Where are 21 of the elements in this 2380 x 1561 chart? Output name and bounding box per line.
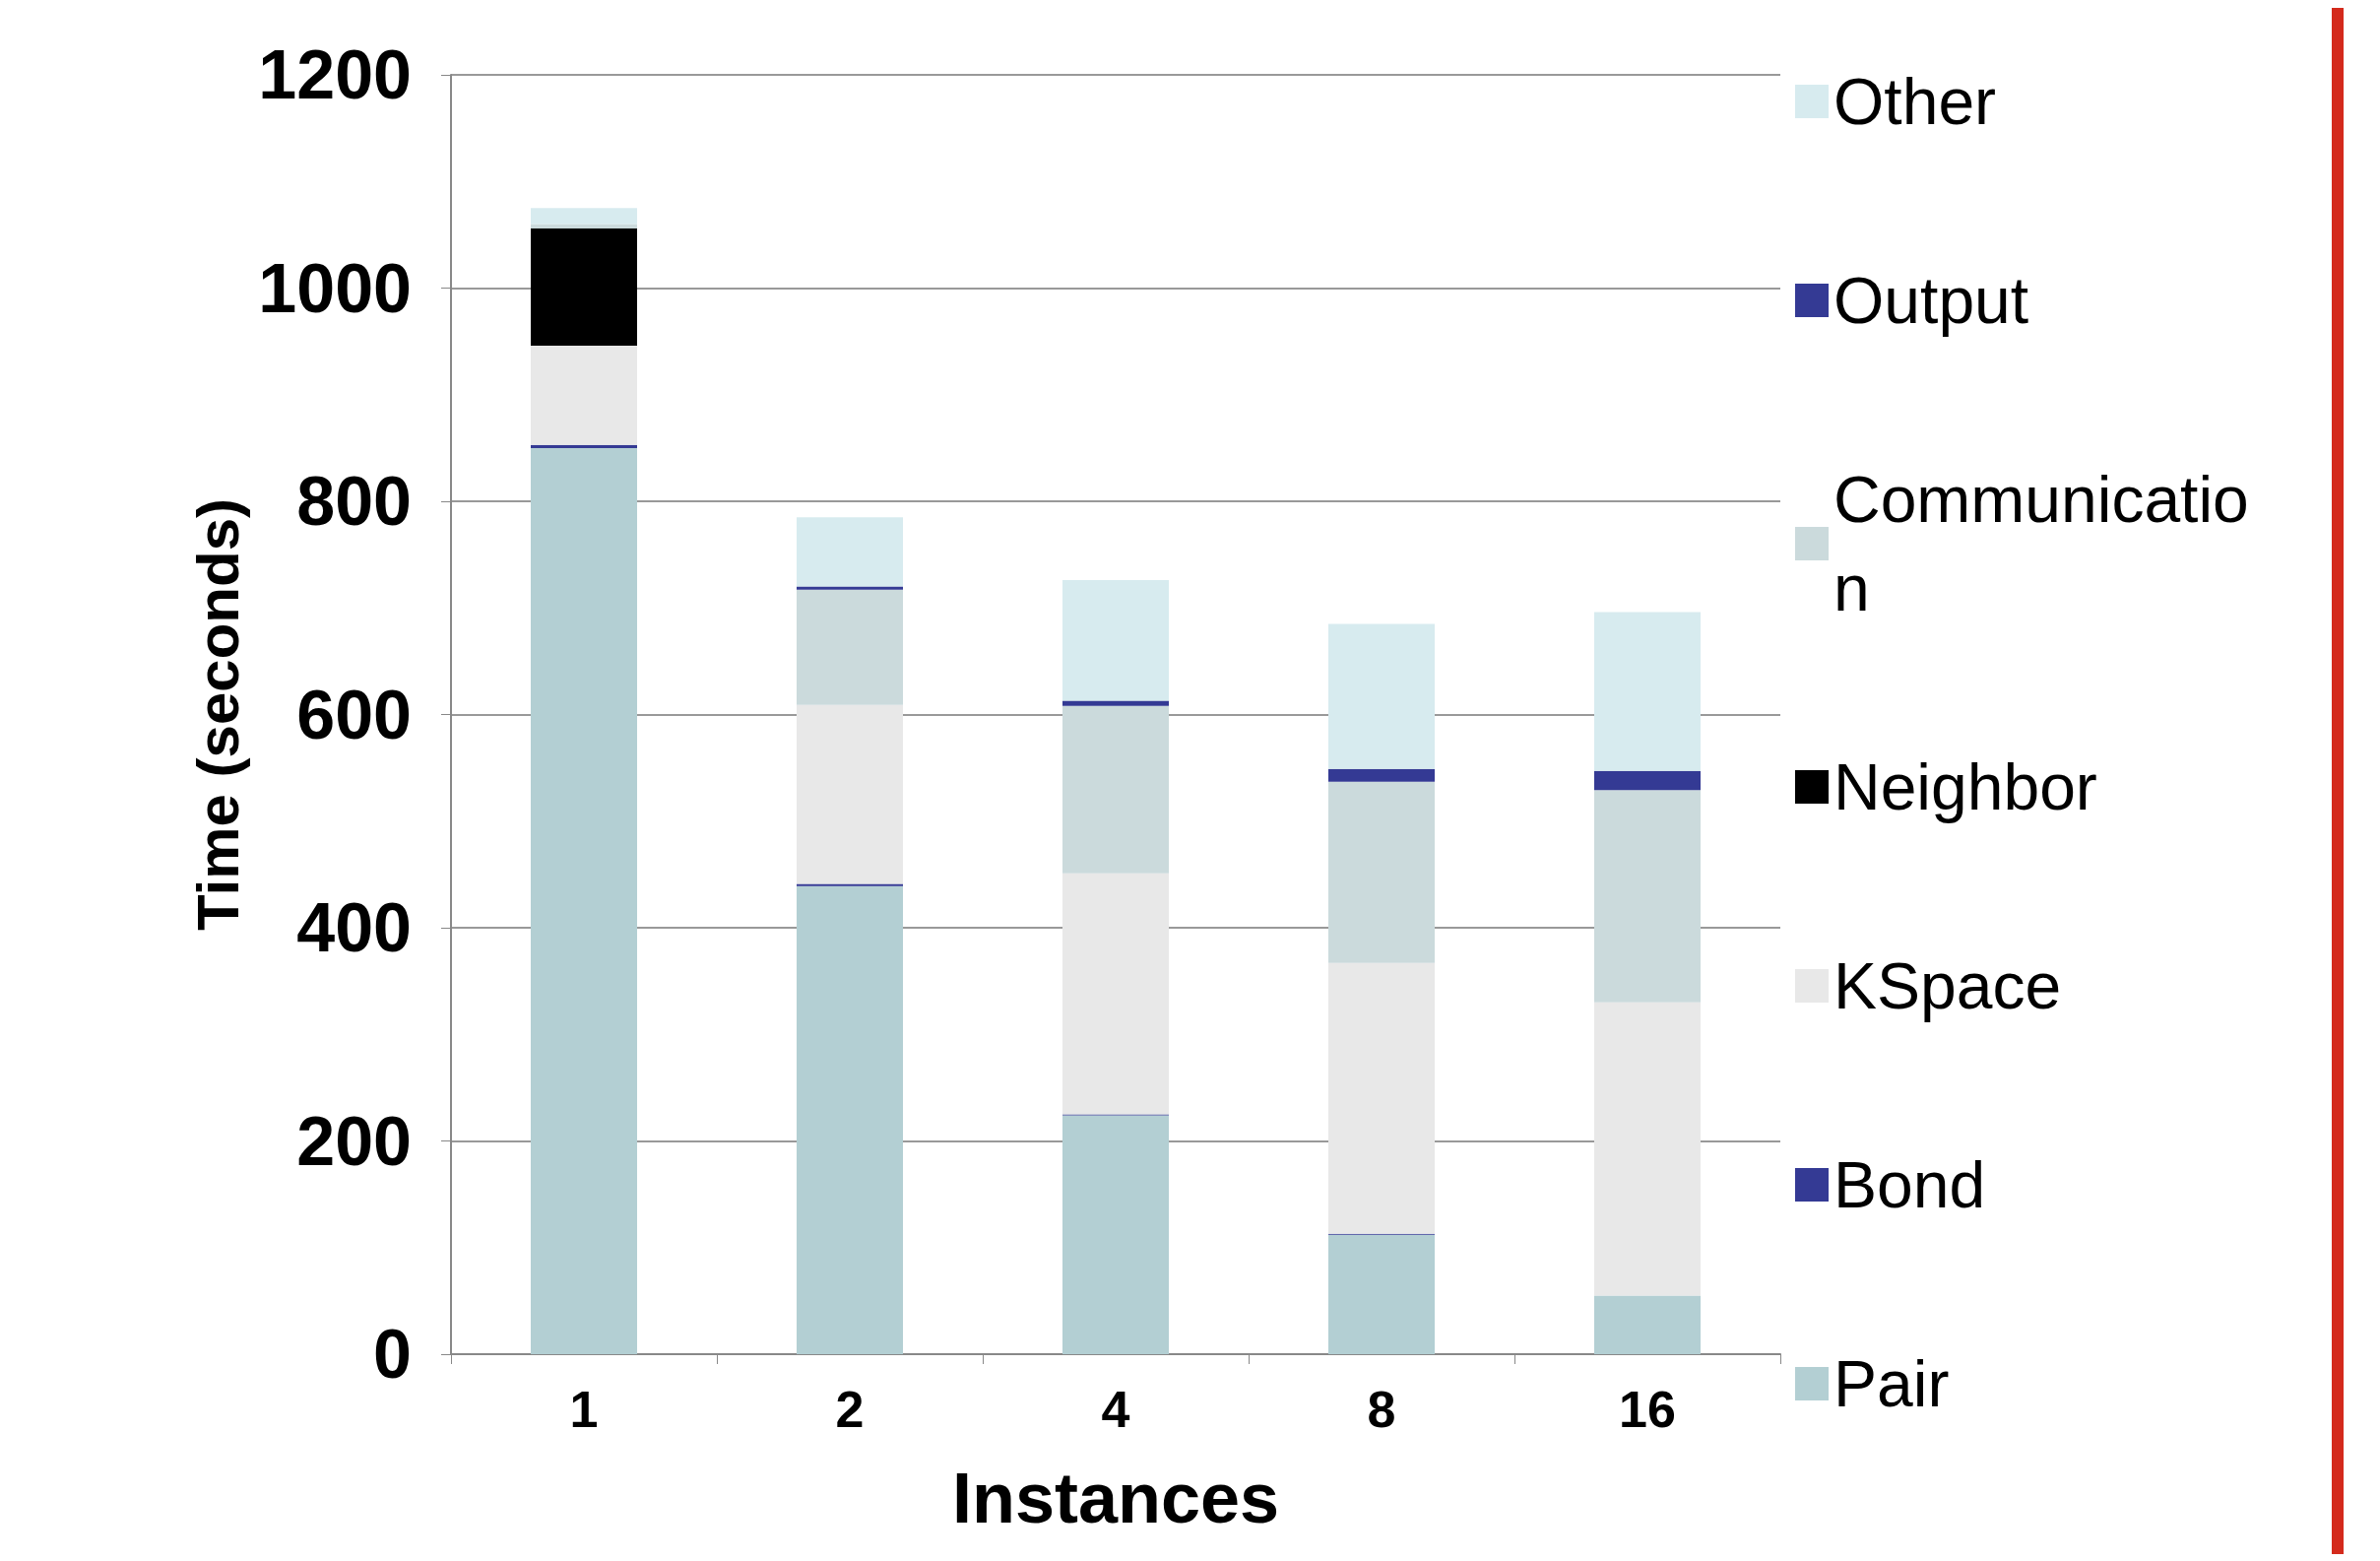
x-tick-label: 2	[835, 1381, 865, 1438]
x-tick-label: 8	[1367, 1381, 1396, 1438]
y-tick-label: 800	[296, 463, 412, 540]
y-tick-label: 400	[296, 889, 412, 966]
y-tick-label: 600	[296, 676, 412, 753]
x-axis-title: Instances	[951, 1459, 1280, 1537]
legend-label: KSpace	[1833, 949, 2062, 1022]
y-tick-label: 0	[373, 1316, 412, 1393]
x-tick-label: 1	[569, 1381, 599, 1438]
legend-label: Other	[1833, 65, 1997, 138]
legend-label: Pair	[1833, 1347, 1950, 1420]
y-tick-label: 1000	[258, 249, 412, 327]
x-tick-label: 16	[1619, 1381, 1676, 1438]
y-axis-title: Time (seconds)	[184, 497, 251, 932]
y-tick-label: 200	[296, 1102, 412, 1180]
legend-label: Output	[1833, 264, 2029, 337]
x-tick-label: 4	[1101, 1381, 1130, 1438]
legend-label: Neighbor	[1833, 750, 2097, 823]
y-tick-label: 1200	[258, 36, 412, 113]
legend-label: Bond	[1833, 1148, 1986, 1221]
legend-label: Communication	[1833, 463, 2249, 624]
